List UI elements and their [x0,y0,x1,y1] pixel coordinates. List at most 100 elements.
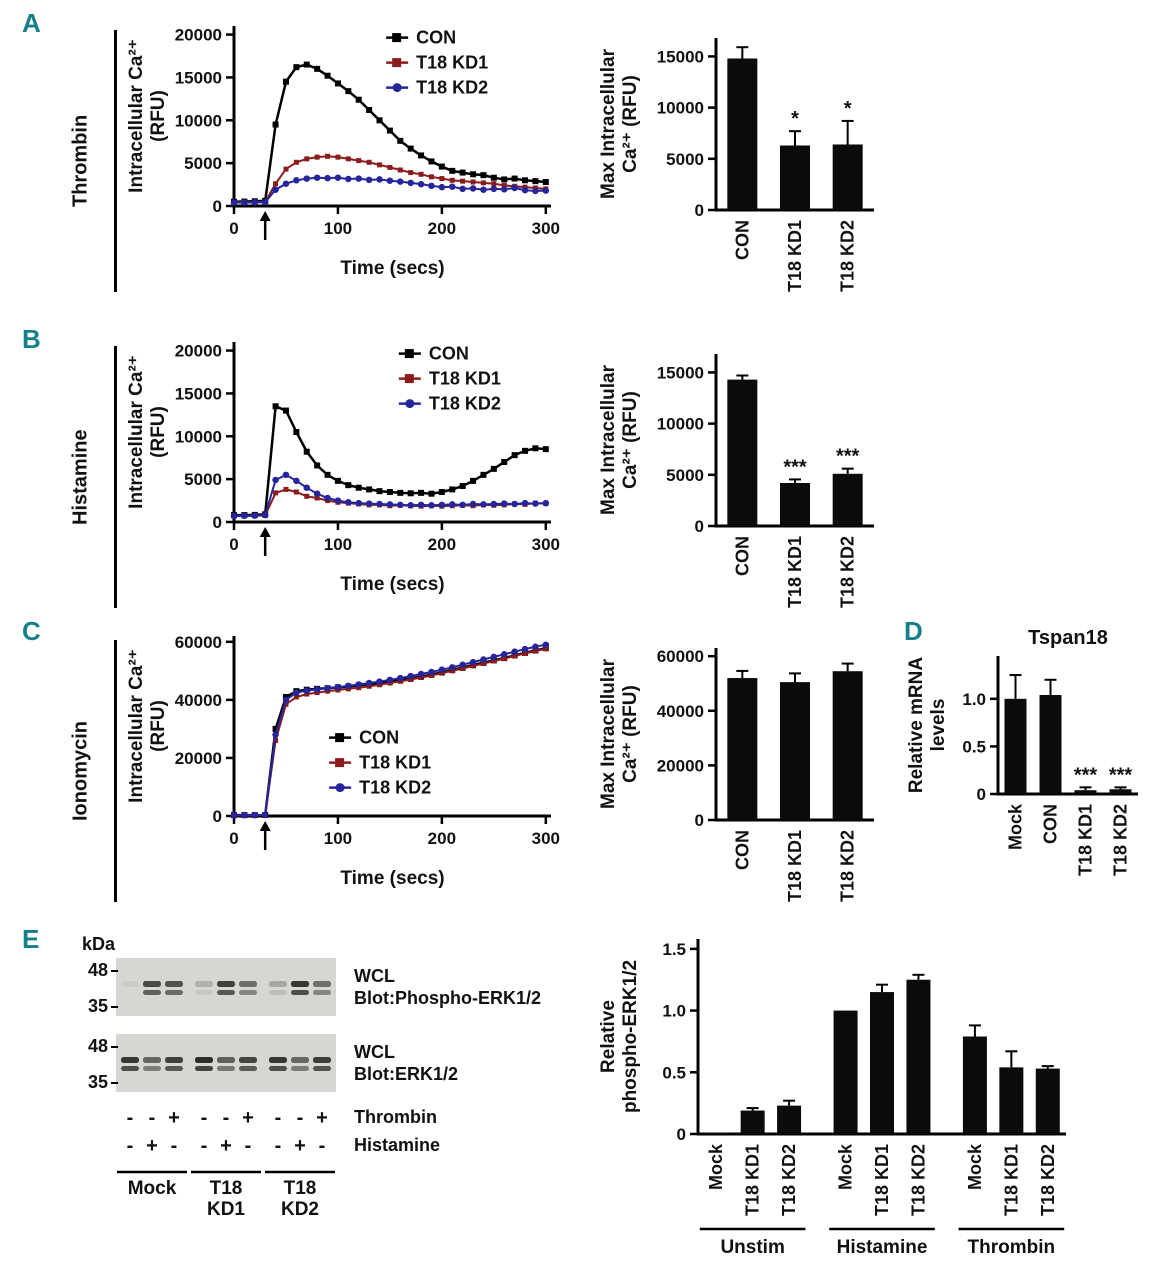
tspan18-mrna-bar-chart: 0 0.5 1.0 Relative mRNA levels Tspan18 Mock CON… [906,622,1152,937]
T18 KD2-marker [376,500,383,508]
T18 KD2-marker [480,656,487,663]
CON-marker [449,486,456,493]
legend-marker [335,733,345,743]
T18 KD1-marker [543,646,549,652]
erk2-band [239,990,257,995]
T18 KD2-marker [459,501,466,509]
category-label: T18 KD2 [838,830,858,902]
CON-marker [407,490,414,497]
T18 KD1-marker [460,666,466,672]
x-tick-label: 100 [324,219,352,238]
bar [870,992,894,1134]
T18 KD2-marker [397,501,404,509]
T18 KD1-marker [512,653,518,659]
T18 KD2-marker [272,476,279,484]
T18 KD2-marker [407,502,414,509]
treatment-sign: + [168,1107,180,1129]
erk1-band [165,1057,183,1063]
T18 KD1-marker [273,490,279,496]
T18 KD2-marker [417,670,425,678]
CON-marker [324,72,331,79]
T18 KD1-marker [418,171,424,177]
T18 KD2-marker [438,666,446,673]
y-tick-label: 1.5 [662,940,686,959]
CON-marker [501,459,508,465]
ionomycin-max-bar: 0 20000 40000 60000 Max Intracellular Ca²⁺ (R… [598,647,874,902]
y-tick-label: 20000 [657,756,704,775]
legend-marker [335,783,345,793]
T18 KD1-marker [345,156,351,162]
y-tick-label: 1.0 [962,690,986,709]
y-tick-label: 20000 [175,749,222,768]
y-tick-label: 0.5 [962,737,986,756]
treatment-sign: - [127,1107,134,1129]
CON-marker [532,178,539,185]
T18 KD1-marker [449,668,455,674]
y-axis-label-line1: Intracellular Ca²⁺ [126,649,147,803]
T18 KD1-marker [304,493,310,499]
histamine-calcium-line-chart: 0 5000 10000 15000 20000 0 100 200 300 Intracellu… [126,330,566,607]
CON-marker [397,489,404,496]
erk2-band [143,1066,161,1071]
T18 KD1-marker [418,675,424,681]
T18 KD2-marker [251,199,259,206]
CON-marker [366,486,373,493]
T18 KD2-marker [417,180,425,188]
y-axis-label-line2: Ca²⁺ (RFU) [620,391,641,489]
y-axis-label-line2: levels [928,699,949,752]
T18 KD2-marker [521,645,529,653]
significance-marker: * [844,98,852,120]
T18 KD2-marker [313,174,321,181]
erk1-band [239,981,257,987]
kda-48-label: 48 [88,1036,108,1056]
panel-b-letter: B [22,324,41,354]
T18 KD2-marker [500,651,508,658]
erk2-band [291,990,309,995]
panel-a-divider [114,30,117,292]
y-tick-label: 10000 [175,427,222,446]
CON-marker [303,448,310,455]
T18 KD2-marker [303,175,311,182]
panel-c-letter: C [22,616,41,646]
y-axis-label-line2: (RFU) [148,406,169,458]
panel-c-row-label: Ionomycin [64,640,98,902]
T18 KD2-marker [469,500,477,508]
y-tick-label: 0 [677,1125,686,1144]
bar [1039,695,1062,794]
treatment-group-label: Histamine [837,1237,928,1258]
CON-marker [470,171,477,178]
CON-marker [532,445,539,452]
T18 KD2-marker [428,668,435,676]
total-erk-blot-label-line1: WCL [354,1042,395,1062]
T18 KD2-marker [345,499,352,506]
bar [833,1010,858,1134]
erk1-band [313,1057,331,1063]
T18 KD2-marker [272,731,279,738]
x-axis-label: Time (secs) [340,868,444,889]
panel-a-row-label-text: Thrombin [69,114,92,208]
x-tick-label: 300 [532,219,560,238]
CON-marker [355,96,362,103]
CON-marker [293,429,300,435]
CON-marker [480,471,487,478]
category-label: Mock [965,1143,985,1190]
category-label: CON [732,220,752,260]
y-tick-label: 15000 [657,47,704,66]
phospho-erk-blot-label-line1: WCL [354,966,395,986]
x-tick-label: 0 [229,829,238,848]
y-tick-label: 0.5 [662,1063,686,1082]
T18 KD2-marker [480,501,487,508]
bar [1004,698,1027,794]
T18 KD1-marker [532,648,538,654]
CON-marker [293,64,300,71]
erk1-band [195,981,213,987]
CON-marker [459,169,466,176]
T18 KD1-marker [480,661,486,667]
CON-marker [459,483,466,489]
y-tick-label: 0 [213,513,222,532]
T18 KD2-marker [313,686,321,693]
T18 KD1-marker [428,672,434,678]
T18 KD2-marker [365,679,373,687]
T18 KD1-marker [377,162,383,168]
T18 KD2-marker [438,501,446,509]
